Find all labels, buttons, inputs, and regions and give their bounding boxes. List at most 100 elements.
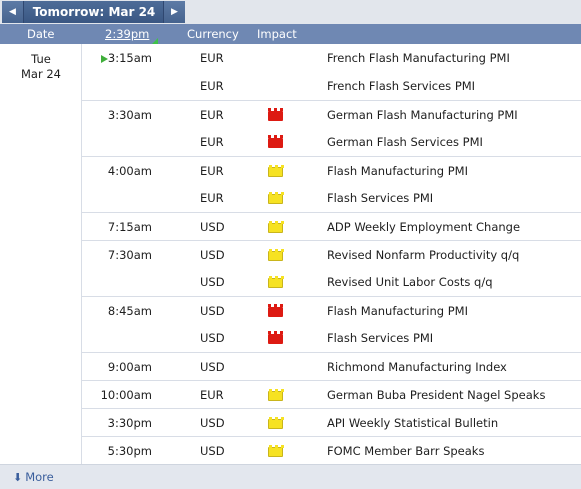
event-impact[interactable] [268,445,284,457]
event-row[interactable]: EUR French Flash Services PMI [0,72,581,100]
event-row[interactable]: 9:00am USD Richmond Manufacturing Index [0,352,581,380]
day-weekday: Tue [31,52,51,66]
event-impact[interactable] [268,54,283,64]
event-impact[interactable] [268,417,284,429]
event-impact[interactable] [268,192,284,204]
event-time: 9:00am [107,360,152,374]
event-title[interactable]: German Buba President Nagel Speaks [327,388,546,402]
event-impact[interactable] [268,108,283,121]
medium-impact-icon [268,363,283,373]
event-time [82,268,152,296]
low-impact-icon [268,192,284,204]
event-time: 3:30am [107,108,152,122]
event-currency: USD [200,331,225,345]
high-impact-icon [268,304,283,317]
event-impact[interactable] [268,221,284,233]
next-day-button[interactable]: ▶ [163,1,185,23]
event-impact[interactable] [268,276,284,288]
low-impact-icon [268,249,284,261]
event-impact[interactable] [268,249,284,261]
event-title[interactable]: French Flash Services PMI [327,79,476,93]
previous-day-button[interactable]: ◀ [2,1,24,23]
high-impact-icon [268,108,283,121]
event-currency: EUR [200,388,224,402]
event-currency: EUR [200,79,224,93]
event-time: 7:15am [107,220,152,234]
header-impact: Impact [257,27,297,41]
event-impact[interactable] [268,363,283,373]
event-title[interactable]: Flash Manufacturing PMI [327,304,468,318]
chevron-left-icon: ◀ [9,7,16,17]
event-impact[interactable] [268,304,283,317]
event-title[interactable]: German Flash Services PMI [327,135,483,149]
event-time [82,184,152,212]
chevron-right-icon: ▶ [171,7,178,17]
medium-impact-icon [268,54,283,64]
event-row[interactable]: 3:30am EUR German Flash Manufacturing PMI [0,100,581,128]
event-time [82,72,152,100]
event-row[interactable]: 7:30am USD Revised Nonfarm Productivity q/… [0,240,581,268]
low-impact-icon [268,276,284,288]
table-header: Date 2:39pm Currency Impact [0,24,581,44]
event-title[interactable]: API Weekly Statistical Bulletin [327,416,499,430]
event-row[interactable]: 10:00am EUR German Buba President Nagel Sp… [0,380,581,408]
event-row[interactable]: 4:00am EUR Flash Manufacturing PMI [0,156,581,184]
event-title[interactable]: Revised Nonfarm Productivity q/q [327,248,520,262]
event-currency: USD [200,444,225,458]
event-title[interactable]: German Flash Manufacturing PMI [327,108,518,122]
up-next-play-icon [101,55,108,63]
event-currency: EUR [200,135,224,149]
event-time: 4:00am [107,164,152,178]
event-row[interactable]: 5:30pm USD FOMC Member Barr Speaks [0,436,581,464]
event-title[interactable]: Revised Unit Labor Costs q/q [327,275,493,289]
event-title[interactable]: Richmond Manufacturing Index [327,360,507,374]
header-time-link[interactable]: 2:39pm [105,27,150,41]
low-impact-icon [268,389,284,401]
date-navigator: ◀ Tomorrow: Mar 24 ▶ [2,1,185,23]
event-title[interactable]: ADP Weekly Employment Change [327,220,521,234]
event-title[interactable]: Flash Manufacturing PMI [327,164,468,178]
event-time [82,324,152,352]
high-impact-icon [268,331,283,344]
event-time: 5:30pm [107,444,152,458]
event-row[interactable]: EUR Flash Services PMI [0,184,581,212]
date-column: Tue Mar 24 [0,44,82,464]
event-row[interactable]: 8:45am USD Flash Manufacturing PMI [0,296,581,324]
header-currency: Currency [187,27,239,41]
event-impact[interactable] [268,82,283,92]
medium-impact-icon [268,82,283,92]
event-impact[interactable] [268,165,284,177]
event-impact[interactable] [268,135,283,148]
event-title[interactable]: FOMC Member Barr Speaks [327,444,485,458]
calendar-toolbar: ◀ Tomorrow: Mar 24 ▶ [0,0,581,24]
event-row[interactable]: 3:30pm USD API Weekly Statistical Bulletin [0,408,581,436]
event-currency: EUR [200,108,224,122]
event-row[interactable]: 7:15am USD ADP Weekly Employment Change [0,212,581,240]
event-currency: USD [200,220,225,234]
event-currency: USD [200,416,225,430]
event-currency: USD [200,248,225,262]
event-title[interactable]: French Flash Manufacturing PMI [327,51,510,65]
event-currency: EUR [200,191,224,205]
event-row[interactable]: USD Flash Services PMI [0,324,581,352]
day-date: Mar 24 [21,67,61,81]
more-link[interactable]: ⬇ More [13,465,54,489]
table-footer: ⬇ More [0,464,581,489]
event-impact[interactable] [268,389,284,401]
event-row[interactable]: USD Revised Unit Labor Costs q/q [0,268,581,296]
event-currency: USD [200,275,225,289]
current-day-title[interactable]: Tomorrow: Mar 24 [32,5,156,19]
low-impact-icon [268,417,284,429]
event-currency: USD [200,360,225,374]
event-title[interactable]: Flash Services PMI [327,191,434,205]
low-impact-icon [268,221,284,233]
event-title[interactable]: Flash Services PMI [327,331,434,345]
event-row[interactable]: EUR German Flash Services PMI [0,128,581,156]
event-impact[interactable] [268,331,283,344]
event-row[interactable]: 3:15am EUR French Flash Manufacturing PMI [0,44,581,72]
more-label: More [25,470,54,484]
event-currency: USD [200,304,225,318]
event-time: 3:30pm [107,416,152,430]
header-date: Date [27,27,55,41]
event-time [82,128,152,156]
